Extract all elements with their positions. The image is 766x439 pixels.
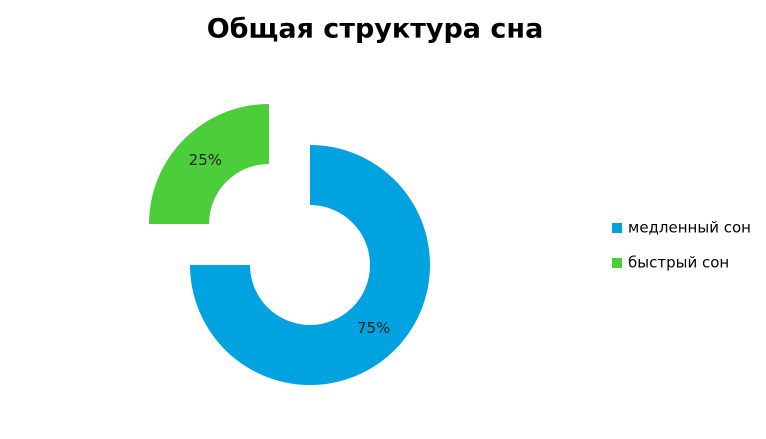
legend-label: медленный сон [628, 219, 751, 237]
legend-swatch [612, 223, 622, 233]
data-label: 75% [357, 319, 390, 337]
data-label: 25% [189, 151, 222, 169]
donut-slice [190, 145, 430, 385]
chart-title: Общая структура сна [207, 14, 544, 45]
legend-swatch [612, 258, 622, 268]
legend-label: быстрый сон [628, 254, 729, 272]
donut-slice [148, 103, 269, 224]
